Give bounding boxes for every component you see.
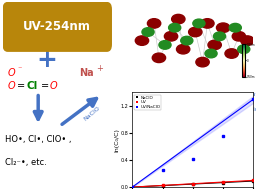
Text: =: = xyxy=(41,81,49,91)
Circle shape xyxy=(229,23,241,32)
Text: hydroxylation, elimination,: hydroxylation, elimination, xyxy=(194,92,256,97)
Circle shape xyxy=(208,40,221,50)
Legend: NaClO, UV, UV/NaClO: NaClO, UV, UV/NaClO xyxy=(134,94,162,110)
Text: UV-254nm: UV-254nm xyxy=(23,20,91,33)
Circle shape xyxy=(164,32,178,41)
Circle shape xyxy=(169,23,181,32)
Text: +: + xyxy=(37,48,58,72)
Circle shape xyxy=(176,44,190,54)
Text: electrophilic substitution: electrophilic substitution xyxy=(194,107,256,112)
Circle shape xyxy=(135,36,149,45)
Text: HO•, Cl•, ClO• ,: HO•, Cl•, ClO• , xyxy=(5,135,72,144)
Circle shape xyxy=(152,53,166,63)
Circle shape xyxy=(159,41,171,49)
FancyBboxPatch shape xyxy=(3,2,112,52)
Circle shape xyxy=(238,45,250,53)
Circle shape xyxy=(225,49,238,58)
Circle shape xyxy=(214,32,226,41)
Circle shape xyxy=(189,27,202,37)
Circle shape xyxy=(172,14,185,24)
Circle shape xyxy=(241,36,254,45)
Circle shape xyxy=(196,57,209,67)
Text: +: + xyxy=(96,64,103,73)
Circle shape xyxy=(201,19,214,28)
Text: Sulpiride（SLP）: Sulpiride（SLP） xyxy=(135,95,184,101)
Text: O: O xyxy=(8,68,15,78)
Circle shape xyxy=(142,28,154,36)
Text: =: = xyxy=(17,81,25,91)
Text: Cl: Cl xyxy=(27,81,38,91)
Circle shape xyxy=(181,36,193,45)
Circle shape xyxy=(147,19,161,28)
Circle shape xyxy=(205,49,217,58)
Y-axis label: ln(C₀/C): ln(C₀/C) xyxy=(114,128,119,152)
Text: O: O xyxy=(8,81,15,91)
Circle shape xyxy=(193,19,205,28)
Text: Cl₂⁻•, etc.: Cl₂⁻•, etc. xyxy=(5,158,47,167)
Text: O: O xyxy=(50,81,57,91)
Circle shape xyxy=(232,32,246,41)
Circle shape xyxy=(217,23,230,33)
Text: NaClO: NaClO xyxy=(82,106,101,122)
Text: Na: Na xyxy=(79,68,93,78)
Text: ⁻: ⁻ xyxy=(17,64,22,74)
